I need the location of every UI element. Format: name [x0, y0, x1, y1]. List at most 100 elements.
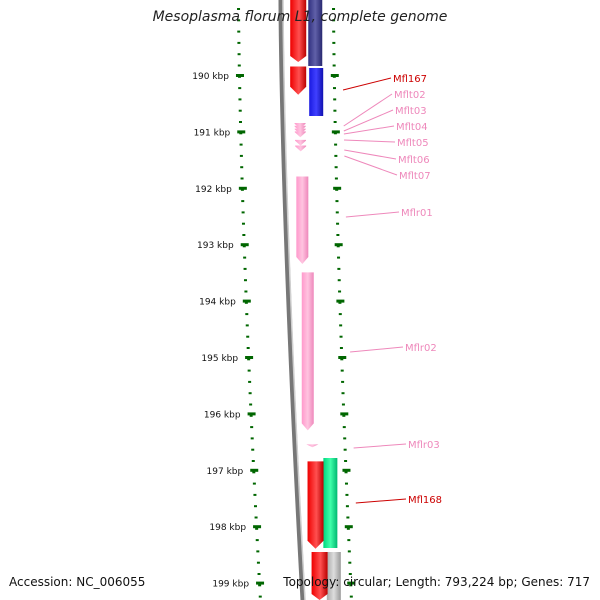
ring-dot [345, 493, 349, 496]
tick-mark [253, 525, 262, 529]
rrna-arrow [296, 176, 309, 264]
ring-dot [346, 516, 350, 519]
tick-mark [336, 299, 345, 303]
gc-block [309, 68, 324, 116]
ring-dot [247, 358, 251, 361]
tick-mark [331, 130, 340, 134]
leader-line [345, 211, 400, 218]
ring-dot [256, 550, 260, 553]
ring-dot [252, 471, 256, 474]
ring-dot [348, 573, 352, 575]
leader-line [355, 498, 407, 504]
ring-dot [341, 380, 345, 383]
feature-label: Mfl167 [393, 74, 427, 85]
cds-arrow [290, 66, 307, 95]
ring-dot [242, 245, 246, 248]
ring-dot [239, 143, 243, 146]
tick-mark [344, 525, 353, 529]
tick-label: 195 kbp [201, 354, 238, 364]
ring-dot [237, 64, 241, 67]
ring-dot [241, 200, 245, 203]
ring-dot [344, 471, 348, 474]
tick-mark [245, 356, 254, 359]
tick-mark [342, 468, 351, 472]
ring-dot [241, 211, 245, 214]
ring-dot [348, 561, 352, 564]
ring-dot [332, 41, 336, 44]
leader-line [344, 149, 397, 160]
ring-dot [346, 527, 350, 530]
ring-dot [334, 154, 338, 157]
ring-dot [340, 369, 344, 372]
feature-label: Mflr02 [405, 343, 437, 354]
ring-dot [237, 8, 241, 10]
ring-dot [333, 109, 337, 112]
ring-dot [339, 324, 343, 327]
ring-dot [255, 539, 259, 542]
ring-dot [251, 460, 255, 462]
ring-dot [343, 437, 347, 440]
feature-label: Mflt04 [396, 122, 428, 133]
feature-label: Mfl168 [408, 495, 442, 506]
gc-content-track [308, 0, 341, 600]
ring-dot [241, 222, 245, 225]
ring-dot [245, 313, 249, 316]
ring-dot [334, 166, 338, 169]
ring-dot [249, 414, 253, 417]
leader-line [344, 155, 398, 176]
ring-dot [332, 30, 336, 33]
feature-track [290, 0, 328, 600]
ring-dot [252, 482, 256, 485]
cds-arrow [311, 552, 328, 600]
feature-label: Mflr03 [408, 440, 440, 451]
ring-dot [250, 437, 254, 440]
ring-dot [257, 573, 261, 575]
tick-mark [238, 186, 247, 190]
ring-dot [258, 595, 262, 598]
ring-dot [255, 527, 259, 530]
ring-dot [334, 177, 338, 180]
tick-label: 198 kbp [209, 523, 246, 533]
tick-label: 193 kbp [197, 241, 234, 251]
rrna-arrow [306, 444, 319, 448]
backbone-highlight [282, 0, 306, 600]
ring-dot [333, 121, 337, 123]
ring-dot [246, 347, 250, 349]
ring-dot [345, 505, 349, 508]
tick-mark [347, 581, 356, 585]
ring-dot [340, 358, 344, 361]
outer-dotted-ring [237, 8, 262, 598]
genome-stats-text: Topology: circular; Length: 793,224 bp; … [283, 575, 590, 589]
ring-dot [338, 290, 342, 293]
tick-label: 194 kbp [199, 298, 236, 308]
ring-dot [339, 347, 343, 349]
tick-mark [242, 299, 251, 303]
feature-label: Mflt05 [397, 138, 429, 149]
ring-dot [337, 279, 341, 282]
leader-line [344, 139, 396, 143]
ring-dot [251, 448, 255, 451]
ring-dot [332, 64, 336, 67]
rrna-arrow [301, 272, 314, 431]
ring-dot [332, 8, 336, 10]
ring-dot [250, 426, 254, 429]
ring-dot [336, 245, 340, 248]
ring-dot [335, 211, 339, 214]
ring-dot [243, 279, 247, 282]
ring-dot [334, 143, 338, 146]
ring-dot [332, 53, 336, 56]
leader-line [350, 346, 404, 353]
ring-dot [333, 98, 337, 101]
ring-dot [237, 41, 241, 44]
ring-dot [238, 121, 242, 123]
leader-line [343, 125, 395, 135]
ring-dot [237, 53, 241, 56]
leader-line [343, 109, 394, 132]
trna-arrow [295, 145, 307, 152]
tick-label: 190 kbp [192, 72, 229, 82]
ring-dot [246, 335, 250, 338]
ring-dot [338, 301, 342, 304]
ring-dot [240, 177, 244, 180]
feature-label: Mflt07 [399, 171, 431, 182]
